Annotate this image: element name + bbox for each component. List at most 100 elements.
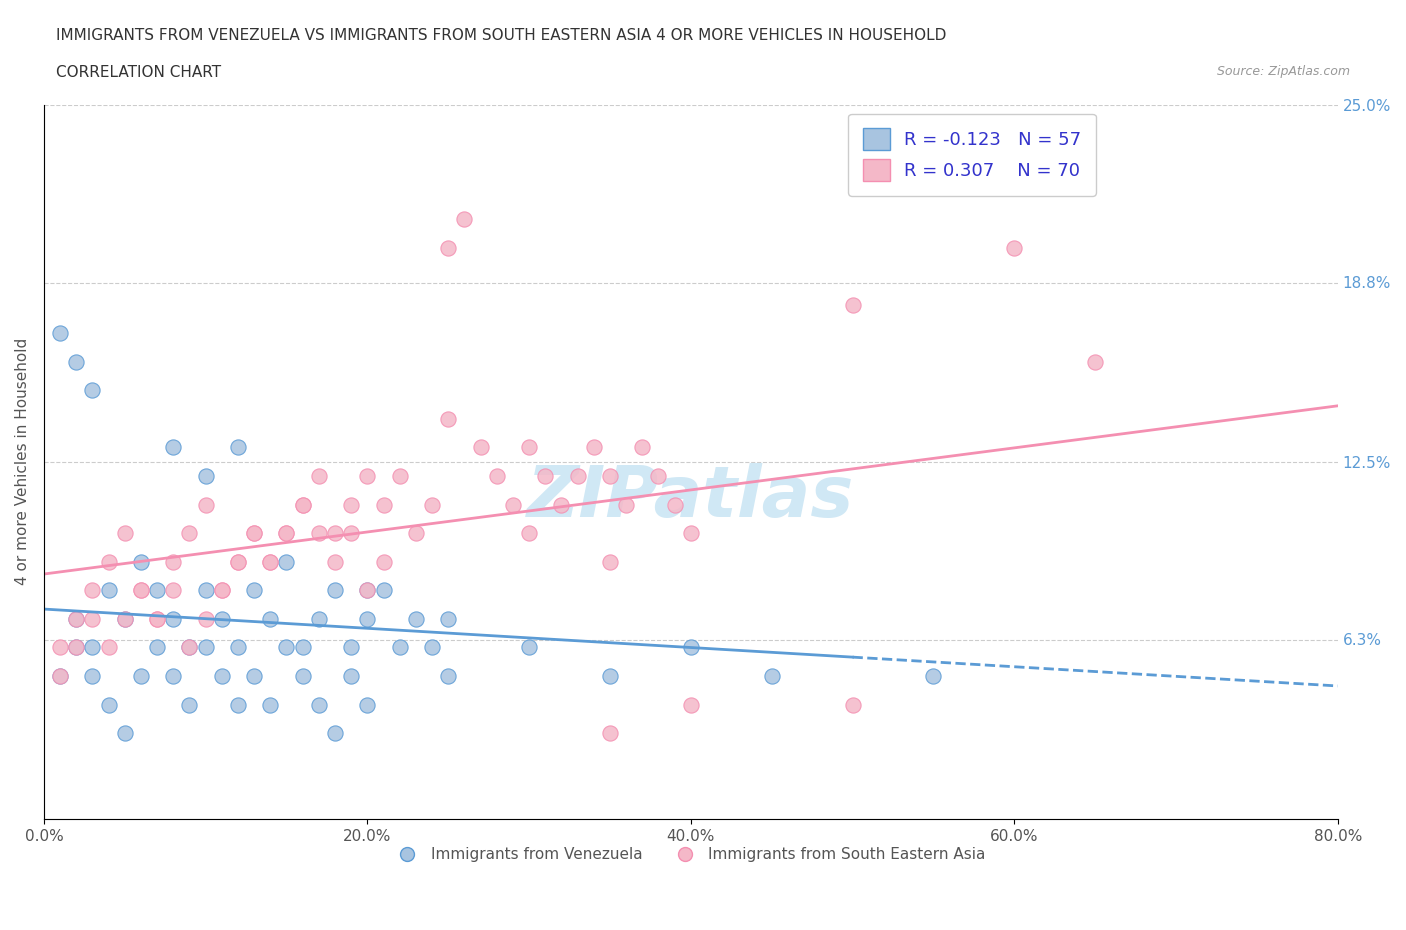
Point — [276, 554, 298, 569]
Point — [82, 383, 104, 398]
Point — [146, 583, 169, 598]
Point — [97, 698, 120, 712]
Point — [211, 611, 233, 626]
Point — [162, 583, 184, 598]
Point — [308, 469, 330, 484]
Point — [1002, 240, 1025, 255]
Point — [49, 640, 72, 655]
Point — [146, 611, 169, 626]
Point — [841, 698, 863, 712]
Point — [65, 640, 87, 655]
Point — [259, 554, 281, 569]
Point — [485, 469, 508, 484]
Point — [82, 640, 104, 655]
Point — [599, 469, 621, 484]
Point — [356, 583, 378, 598]
Point — [599, 554, 621, 569]
Point — [226, 554, 249, 569]
Point — [146, 611, 169, 626]
Point — [259, 611, 281, 626]
Point — [567, 469, 589, 484]
Point — [162, 440, 184, 455]
Point — [49, 326, 72, 340]
Point — [291, 498, 314, 512]
Point — [437, 669, 460, 684]
Point — [323, 554, 346, 569]
Point — [114, 611, 136, 626]
Point — [550, 498, 572, 512]
Point — [437, 411, 460, 426]
Point — [420, 498, 443, 512]
Point — [179, 640, 201, 655]
Point — [308, 698, 330, 712]
Text: CORRELATION CHART: CORRELATION CHART — [56, 65, 221, 80]
Text: Source: ZipAtlas.com: Source: ZipAtlas.com — [1216, 65, 1350, 78]
Point — [162, 669, 184, 684]
Point — [179, 525, 201, 540]
Point — [49, 669, 72, 684]
Point — [388, 469, 411, 484]
Point — [243, 525, 266, 540]
Point — [243, 583, 266, 598]
Point — [340, 525, 363, 540]
Point — [534, 469, 557, 484]
Point — [631, 440, 654, 455]
Point — [129, 669, 152, 684]
Point — [226, 640, 249, 655]
Point — [308, 525, 330, 540]
Point — [647, 469, 669, 484]
Point — [211, 669, 233, 684]
Point — [65, 354, 87, 369]
Point — [194, 640, 217, 655]
Point — [679, 698, 702, 712]
Point — [211, 583, 233, 598]
Point — [356, 583, 378, 598]
Point — [405, 611, 427, 626]
Point — [679, 640, 702, 655]
Point — [614, 498, 637, 512]
Point — [243, 669, 266, 684]
Point — [453, 211, 475, 226]
Text: ZIPatlas: ZIPatlas — [527, 463, 855, 532]
Point — [82, 669, 104, 684]
Point — [259, 698, 281, 712]
Point — [226, 440, 249, 455]
Point — [356, 698, 378, 712]
Point — [194, 583, 217, 598]
Point — [179, 640, 201, 655]
Text: IMMIGRANTS FROM VENEZUELA VS IMMIGRANTS FROM SOUTH EASTERN ASIA 4 OR MORE VEHICL: IMMIGRANTS FROM VENEZUELA VS IMMIGRANTS … — [56, 28, 946, 43]
Point — [65, 611, 87, 626]
Point — [226, 554, 249, 569]
Point — [323, 525, 346, 540]
Point — [129, 583, 152, 598]
Point — [388, 640, 411, 655]
Point — [323, 583, 346, 598]
Point — [340, 498, 363, 512]
Point — [437, 240, 460, 255]
Y-axis label: 4 or more Vehicles in Household: 4 or more Vehicles in Household — [15, 339, 30, 585]
Point — [226, 698, 249, 712]
Point — [373, 498, 395, 512]
Point — [291, 669, 314, 684]
Point — [49, 669, 72, 684]
Point — [841, 298, 863, 312]
Point — [679, 525, 702, 540]
Point — [114, 611, 136, 626]
Point — [276, 525, 298, 540]
Point — [65, 640, 87, 655]
Point — [340, 640, 363, 655]
Point — [276, 525, 298, 540]
Point — [146, 640, 169, 655]
Point — [129, 583, 152, 598]
Point — [599, 725, 621, 740]
Point — [922, 669, 945, 684]
Point — [259, 554, 281, 569]
Legend: Immigrants from Venezuela, Immigrants from South Eastern Asia: Immigrants from Venezuela, Immigrants fr… — [389, 841, 991, 869]
Point — [211, 583, 233, 598]
Point — [243, 525, 266, 540]
Point — [194, 611, 217, 626]
Point — [356, 469, 378, 484]
Point — [664, 498, 686, 512]
Point — [194, 498, 217, 512]
Point — [599, 669, 621, 684]
